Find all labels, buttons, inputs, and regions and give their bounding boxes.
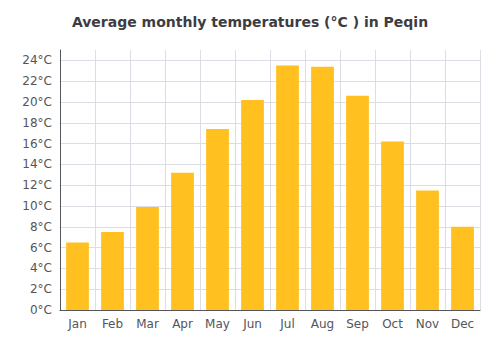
svg-text:Jul: Jul [279,317,294,331]
svg-text:10°C: 10°C [22,199,52,213]
svg-text:0°C: 0°C [30,303,52,317]
svg-text:Average monthly temperatures (: Average monthly temperatures (°C ) in Pe… [72,14,428,30]
svg-text:18°C: 18°C [22,116,52,130]
svg-text:Apr: Apr [172,317,193,331]
svg-text:Jan: Jan [67,317,87,331]
svg-text:Sep: Sep [346,317,369,331]
svg-text:14°C: 14°C [22,157,52,171]
svg-text:24°C: 24°C [22,53,52,67]
svg-text:Aug: Aug [311,317,334,331]
svg-text:Oct: Oct [382,317,403,331]
svg-text:Jun: Jun [242,317,262,331]
svg-text:20°C: 20°C [22,95,52,109]
svg-text:16°C: 16°C [22,137,52,151]
svg-text:Feb: Feb [102,317,123,331]
svg-text:Mar: Mar [136,317,159,331]
svg-text:May: May [205,317,230,331]
svg-text:Nov: Nov [416,317,439,331]
svg-text:22°C: 22°C [22,74,52,88]
svg-text:12°C: 12°C [22,178,52,192]
svg-text:2°C: 2°C [30,282,52,296]
svg-text:8°C: 8°C [30,220,52,234]
svg-text:4°C: 4°C [30,261,52,275]
svg-text:6°C: 6°C [30,241,52,255]
svg-text:Dec: Dec [451,317,474,331]
